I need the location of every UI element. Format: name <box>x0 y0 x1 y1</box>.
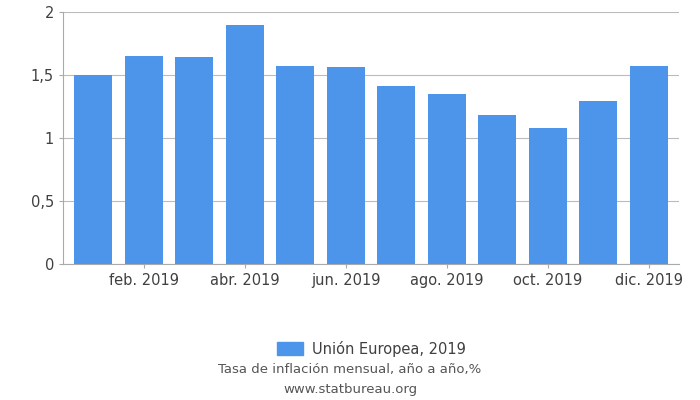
Bar <box>377 86 415 264</box>
Text: Tasa de inflación mensual, año a año,%: Tasa de inflación mensual, año a año,% <box>218 364 482 376</box>
Bar <box>74 75 112 264</box>
Bar <box>226 25 264 264</box>
Bar <box>630 66 668 264</box>
Bar <box>580 102 617 264</box>
Bar <box>327 68 365 264</box>
Bar <box>528 128 567 264</box>
Bar <box>478 115 516 264</box>
Bar <box>175 57 214 264</box>
Legend: Unión Europea, 2019: Unión Europea, 2019 <box>271 335 471 362</box>
Text: www.statbureau.org: www.statbureau.org <box>283 384 417 396</box>
Bar <box>276 66 314 264</box>
Bar <box>428 94 466 264</box>
Bar <box>125 56 162 264</box>
